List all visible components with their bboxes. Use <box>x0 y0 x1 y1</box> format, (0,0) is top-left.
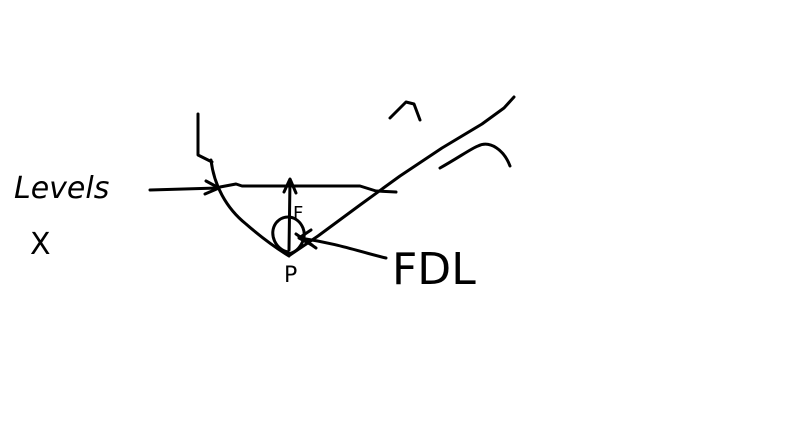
upward-arrow-line <box>287 178 292 252</box>
arrow-label: F <box>293 203 303 224</box>
left-symbol: X <box>30 227 51 262</box>
caret-mark-top <box>388 100 422 122</box>
horizontal-line <box>218 182 398 194</box>
vertical-tick <box>196 112 214 164</box>
right-diagonal-line <box>288 95 516 257</box>
curve-mark-right <box>438 142 512 170</box>
fdl-arrow-head <box>297 228 314 247</box>
left-curve <box>209 158 291 258</box>
upward-arrow-head <box>282 177 298 195</box>
focus-loop <box>271 215 306 256</box>
fdl-arrow-line <box>298 236 388 260</box>
right-label: FDL <box>392 244 476 295</box>
point-label: P <box>284 263 297 288</box>
left-label: Levels <box>14 171 109 206</box>
left-arrow-line <box>148 186 220 192</box>
